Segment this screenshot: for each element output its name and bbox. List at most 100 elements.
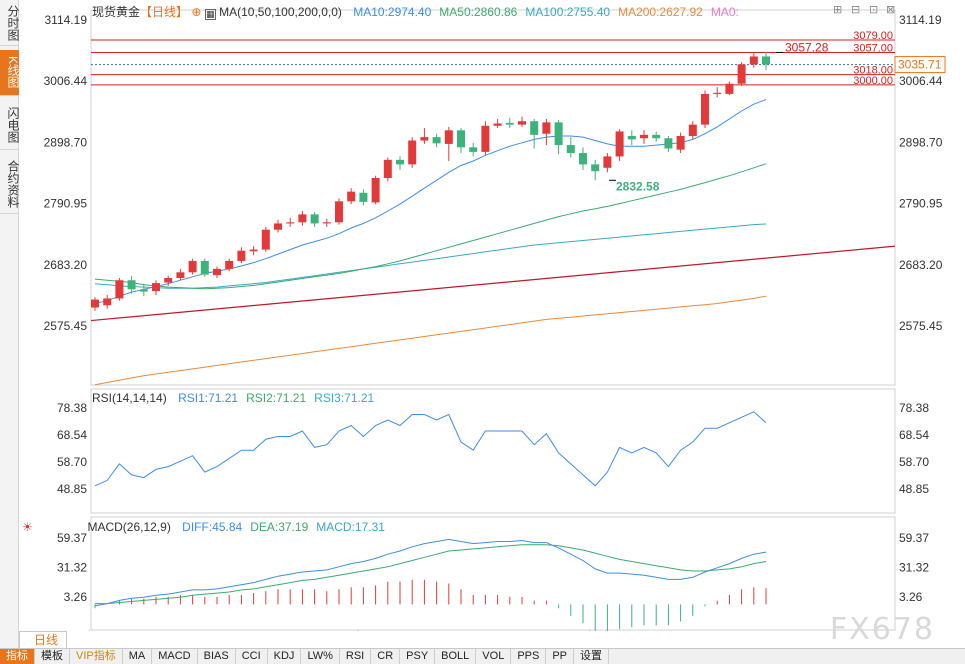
rsi-axis-label-right: 78.38 <box>899 401 929 415</box>
macd-settings-icon[interactable]: ☀ <box>22 520 33 534</box>
candle-body <box>225 260 234 269</box>
settings-icon[interactable]: ⊕ <box>191 5 202 19</box>
toolbar-item-macd-4[interactable]: MACD <box>152 648 198 664</box>
candle-body <box>188 260 197 273</box>
trend-line <box>90 245 896 322</box>
ma100-line <box>94 223 767 289</box>
tab-contract-info[interactable]: 合约资料 <box>0 154 20 214</box>
ma-toggle-icon[interactable]: ▦ <box>204 9 216 20</box>
symbol-name: 现货黄金 <box>92 5 141 19</box>
toolbar-item-lw-8[interactable]: LW% <box>301 648 340 664</box>
minus-icon[interactable]: ⊟ <box>851 4 861 16</box>
toolbar-item-bias-5[interactable]: BIAS <box>198 648 236 664</box>
toolbar-item-ma-3[interactable]: MA <box>123 648 153 664</box>
ma200-line <box>94 295 767 386</box>
candle-body <box>701 93 709 125</box>
period-label: 【日线】 <box>140 5 189 19</box>
macd-axis-label-left: 31.32 <box>57 560 87 574</box>
candle-body <box>615 131 624 157</box>
toolbar-item--16[interactable]: 设置 <box>574 648 610 664</box>
macd-dea-line <box>95 544 767 605</box>
rsi-line <box>94 411 767 487</box>
toolbar-item-rsi-9[interactable]: RSI <box>340 648 372 664</box>
ma-value-4: MA0: <box>710 5 739 19</box>
candle-body <box>298 214 307 223</box>
candle-body <box>505 122 514 125</box>
candle-body <box>396 159 404 165</box>
rsi-value-1: RSI2:71.21 <box>246 391 307 405</box>
toolbar-item-psy-11[interactable]: PSY <box>400 648 436 664</box>
current-price-tag <box>894 56 946 74</box>
candle-body <box>591 164 600 172</box>
symbol-title: 现货黄金【日线】 ⊕ ▦ MA(10,50,100,200,0,0) MA10:… <box>92 3 739 20</box>
price-axis-label-right: 3114.19 <box>899 13 942 27</box>
candle-body <box>408 140 417 165</box>
toolbar-item--0[interactable]: 指标 <box>0 648 35 664</box>
macd-value-2: MACD:17.31 <box>316 520 385 534</box>
candle-body <box>310 214 319 224</box>
candle-body <box>664 138 673 149</box>
add-icon[interactable]: ⊞ <box>833 4 843 16</box>
rsi-axis-label-right: 58.70 <box>899 455 929 469</box>
toolbar-item-boll-12[interactable]: BOLL <box>435 648 477 664</box>
candle-body <box>737 64 746 84</box>
restore-icon[interactable]: ⊡ <box>869 4 879 16</box>
toolbar-item-cci-6[interactable]: CCI <box>236 648 268 664</box>
chart-canvas[interactable]: 3114.19 3114.19 3006.44 3006.44 2898.70 2898.… <box>19 0 965 631</box>
rsi-axis-label-right: 48.85 <box>899 482 929 496</box>
ma50-line <box>94 163 767 290</box>
toolbar-item-vol-13[interactable]: VOL <box>476 648 512 664</box>
price-axis-label-right: 2575.45 <box>899 319 943 333</box>
candle-body <box>762 56 770 65</box>
candle-body <box>432 137 441 144</box>
candle-body <box>249 249 258 252</box>
current-price-tag-text: 3035.71 <box>898 58 942 72</box>
toolbar-item-pp-15[interactable]: PP <box>546 648 575 664</box>
rsi-axis-label-left: 48.85 <box>57 482 87 496</box>
macd-axis-label-right: 59.37 <box>899 531 929 545</box>
price-axis-label-left: 3114.19 <box>45 13 88 27</box>
candle-body <box>213 268 221 276</box>
candle-body <box>371 178 380 203</box>
candle-body <box>676 135 685 150</box>
candle-body <box>176 272 185 278</box>
candle-body <box>322 222 331 224</box>
side-tab-bar: 分时图 K线图 闪电图 合约资料 <box>0 0 20 648</box>
candle-body <box>359 192 368 202</box>
macd-axis-label-left: 59.37 <box>57 531 87 545</box>
period-tab-daily[interactable]: 日线 <box>19 631 67 648</box>
level-line-label: 3079.00 <box>853 30 893 42</box>
rsi-axis-label-right: 68.54 <box>899 428 929 442</box>
toolbar-item--1[interactable]: 模板 <box>35 648 70 664</box>
tab-timeshare[interactable]: 分时图 <box>0 0 20 46</box>
macd-value-0: DIFF:45.84 <box>182 520 243 534</box>
macd-axis-label-right: 31.32 <box>899 560 929 574</box>
close-icon[interactable]: ⊠ <box>886 4 896 16</box>
candle-body <box>383 159 392 179</box>
high-price-label: 3057.28 <box>785 40 829 54</box>
candle-body <box>444 130 453 144</box>
toolbar-item-cr-10[interactable]: CR <box>371 648 401 664</box>
rsi-axis-label-left: 68.54 <box>57 428 87 442</box>
toolbar-item-vip-2[interactable]: VIP指标 <box>70 648 123 664</box>
candle-body <box>347 191 356 202</box>
ma-value-3: MA200:2627.92 <box>618 5 703 19</box>
candle-body <box>420 137 429 141</box>
candle-body <box>274 223 282 230</box>
ma-value-0: MA10:2974.40 <box>353 5 432 19</box>
candle-body <box>286 222 295 224</box>
main-panel-frame <box>90 9 896 386</box>
toolbar-item-kdj-7[interactable]: KDJ <box>268 648 302 664</box>
price-axis-label-right: 2898.70 <box>899 135 943 149</box>
macd-title: MACD(26,12,9) <box>87 520 171 534</box>
toolbar-item-pps-14[interactable]: PPS <box>511 648 547 664</box>
macd-diff-line <box>94 538 767 607</box>
macd-panel-frame <box>90 516 896 631</box>
candle-body <box>493 123 502 126</box>
rsi-axis-label-left: 58.70 <box>57 455 87 469</box>
candle-body <box>164 277 173 283</box>
tab-kline[interactable]: K线图 <box>0 50 20 96</box>
tab-flash-chart[interactable]: 闪电图 <box>0 100 20 150</box>
watermark-logo: FX678 <box>829 612 935 647</box>
rsi-value-2: RSI3:71.21 <box>314 391 375 405</box>
